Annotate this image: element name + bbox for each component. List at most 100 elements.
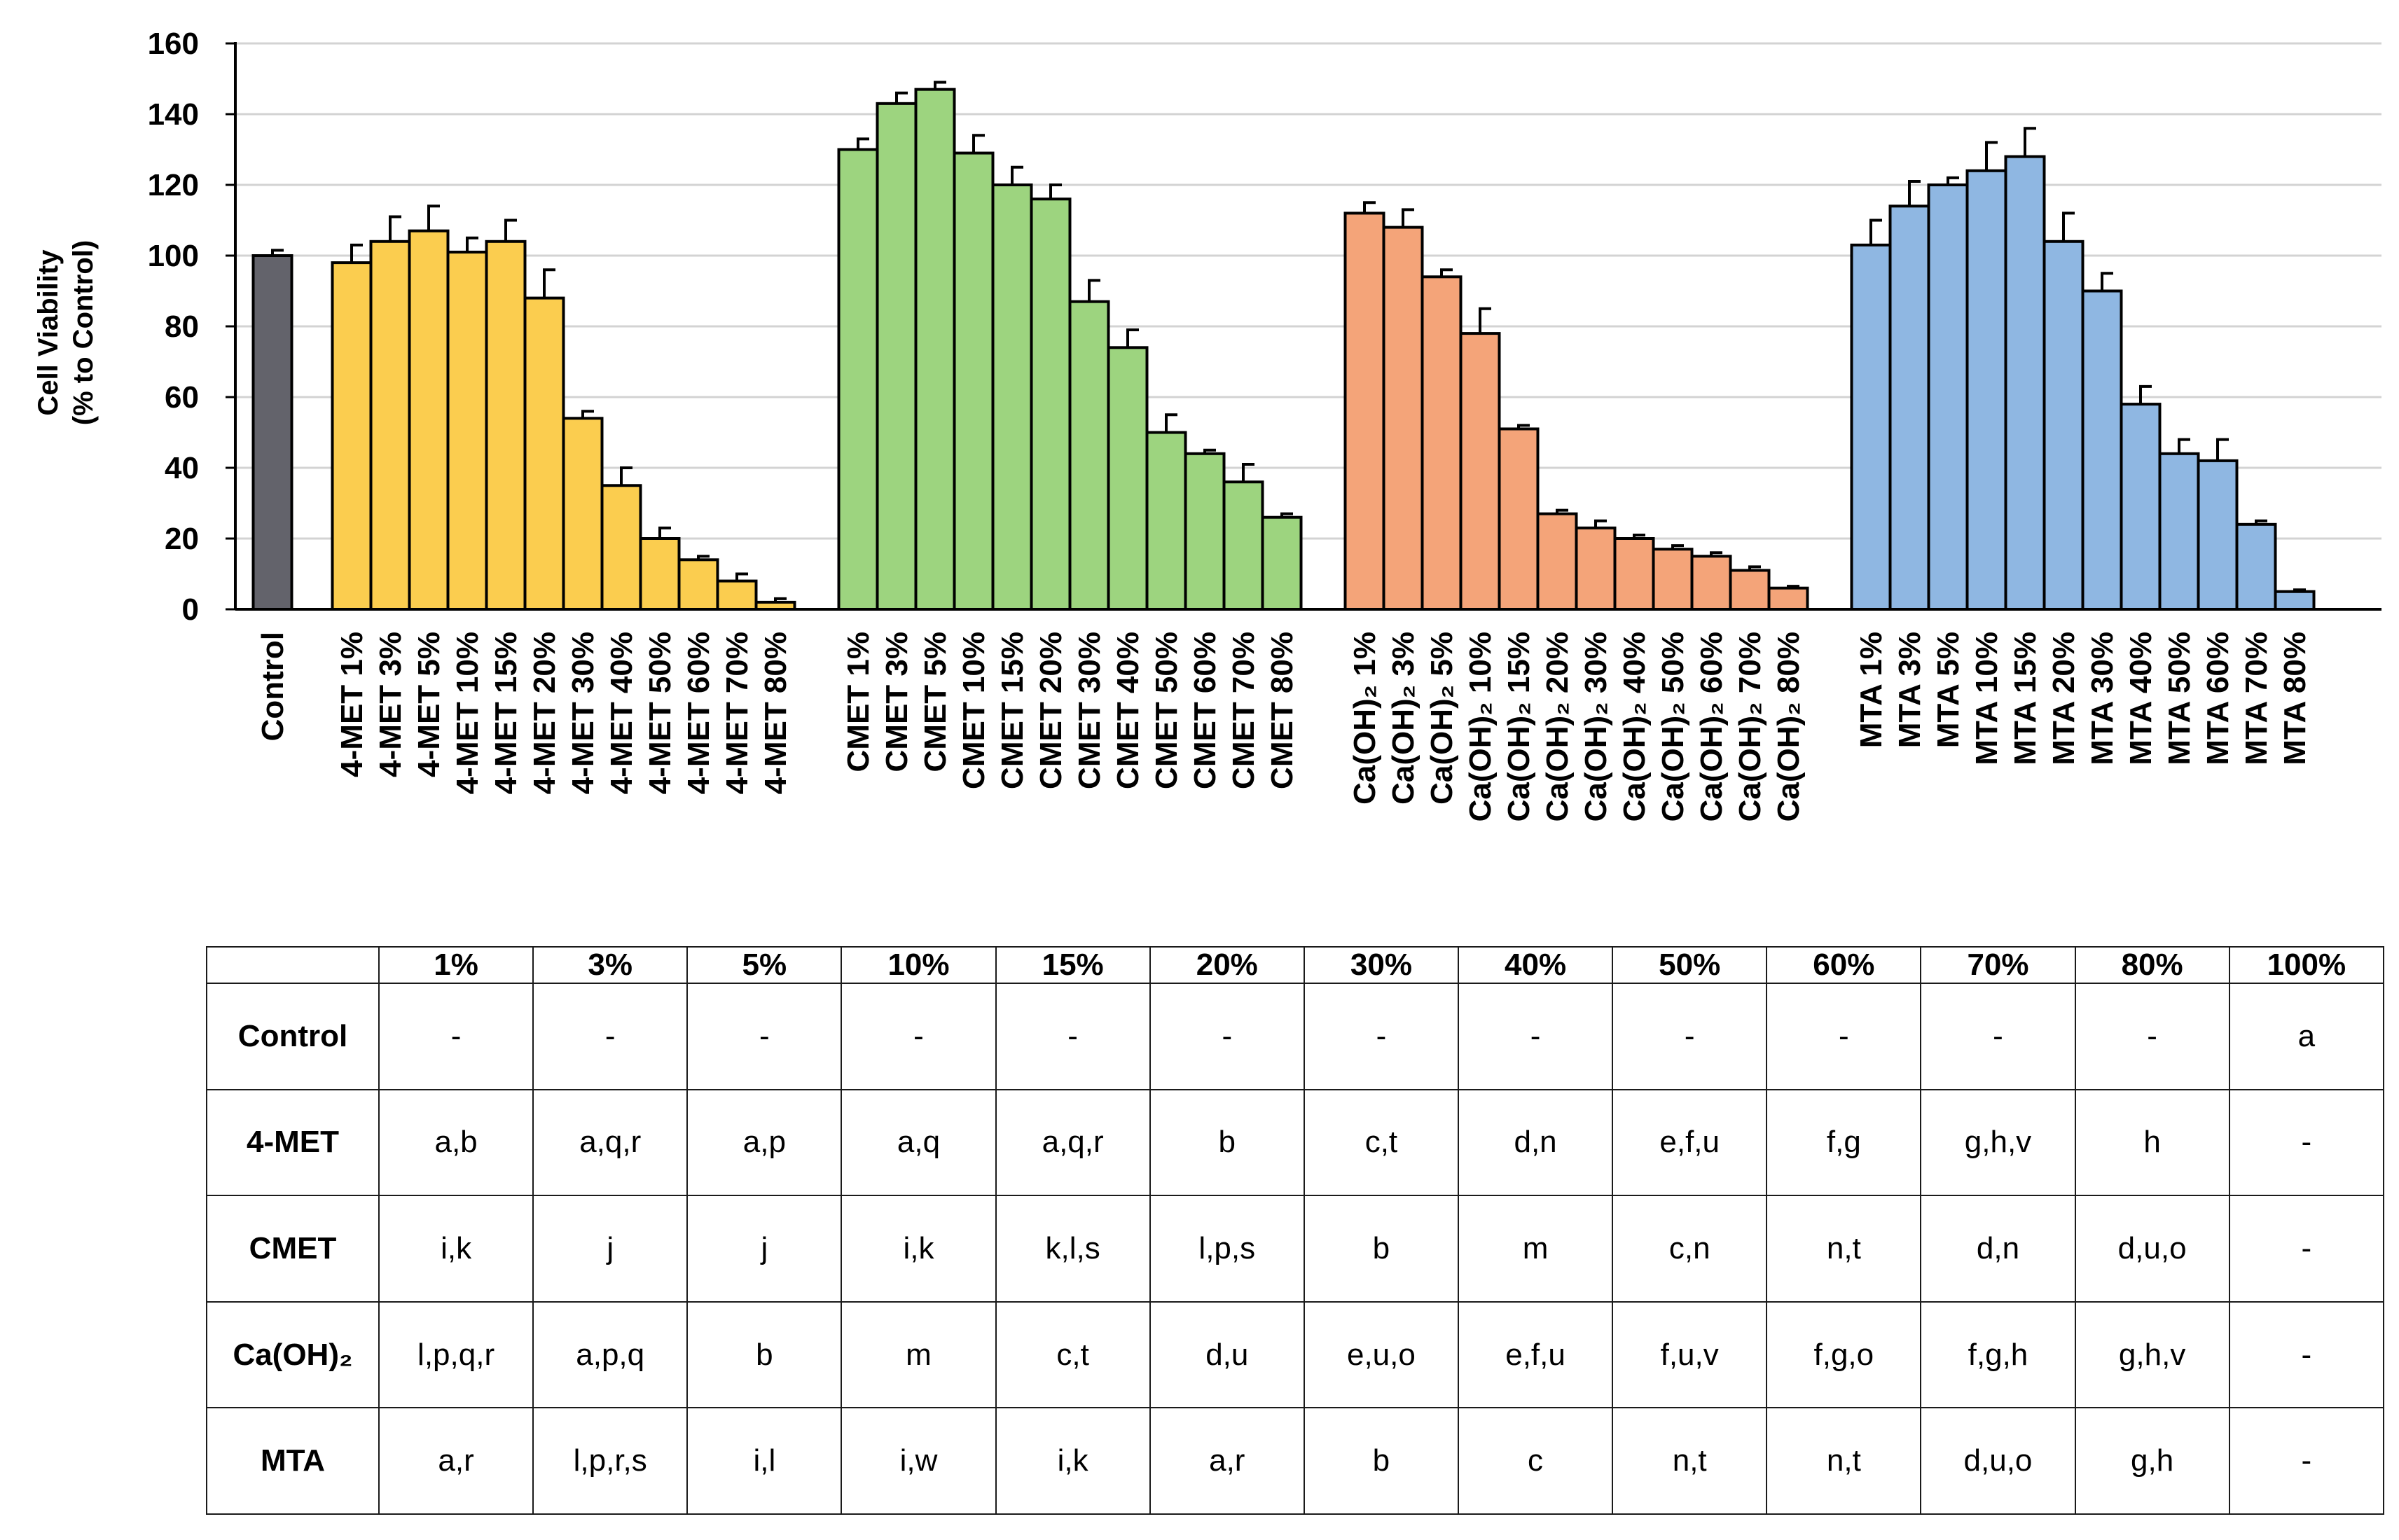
bar-ca-oh-50% (1652, 548, 1694, 611)
x-category-label: MTA 10% (1970, 632, 2004, 765)
bar-mta-5% (1927, 183, 1969, 611)
table-row-label: 4-MET (206, 1088, 380, 1197)
x-category-label: Ca(OH)₂ 3% (1386, 632, 1420, 805)
table-column-header: 70% (1920, 946, 2076, 984)
bar-mta-70% (2235, 522, 2277, 611)
x-category-label: MTA 3% (1893, 632, 1927, 748)
table-cell: - (686, 983, 843, 1090)
x-category-label: CMET 60% (1188, 632, 1222, 789)
x-category-label: MTA 30% (2085, 632, 2120, 765)
bar-cmet-50% (1145, 431, 1187, 611)
x-category-label: Ca(OH)₂ 30% (1579, 632, 1613, 821)
table-column-header: 20% (1149, 946, 1305, 984)
x-category-label: MTA 20% (2047, 632, 2081, 765)
table-row-label: Control (206, 983, 380, 1090)
table-row: Ca(OH)₂ l,p,q,r a,p,q b m c,t d,u e,u,o e,f,u f,u… (206, 1300, 2385, 1409)
x-category-label: MTA 60% (2201, 632, 2235, 765)
table-row-label: MTA (206, 1407, 380, 1515)
x-category-label: CMET 15% (995, 632, 1030, 789)
x-category-label: CMET 20% (1034, 632, 1068, 789)
table-cell: i,w (841, 1407, 997, 1515)
table-column-header: 3% (532, 946, 689, 984)
y-tick-label: 60 (165, 380, 199, 415)
table-cell: - (1457, 983, 1614, 1090)
table-cell: a,q (841, 1088, 997, 1197)
table-cell: - (2228, 1300, 2385, 1409)
table-column-header: 80% (2074, 946, 2230, 984)
table-cell: k,l,s (995, 1195, 1151, 1303)
x-category-label: Ca(OH)₂ 70% (1733, 632, 1767, 821)
table-cell: e,f,u (1457, 1300, 1614, 1409)
bar-mta-20% (2042, 240, 2085, 611)
table-cell: g,h,v (2074, 1300, 2230, 1409)
bar-cmet-1% (837, 148, 879, 611)
bar-4-met-15% (485, 240, 527, 611)
table-column-header: 15% (995, 946, 1151, 984)
table-cell: n,t (1612, 1407, 1768, 1515)
bar-4-met-40% (600, 484, 642, 611)
bar-cmet-5% (914, 88, 956, 611)
table-cell: - (1149, 983, 1305, 1090)
table-cell: f,g,o (1766, 1300, 1922, 1409)
table-cell: l,p,q,r (378, 1300, 534, 1409)
table-cell: b (1303, 1195, 1459, 1303)
table-cell: a,q,r (532, 1088, 689, 1197)
table-cell: - (1612, 983, 1768, 1090)
table-cell: g,h (2074, 1407, 2230, 1515)
table-cell: d,u,o (2074, 1195, 2230, 1303)
table-column-header: 30% (1303, 946, 1459, 984)
table-row-label: CMET (206, 1195, 380, 1303)
table-row: CMET i,k j j i,k k,l,s l,p,s b m c,n n,t d,n d,u,o - (206, 1195, 2385, 1303)
bar-cmet-60% (1184, 452, 1226, 611)
table-corner-cell (206, 946, 380, 984)
bar-ca-oh-3% (1382, 226, 1424, 611)
bar-ca-oh-1% (1343, 211, 1385, 611)
table-cell: i,l (686, 1407, 843, 1515)
bar-ca-oh-80% (1767, 586, 1809, 611)
table-cell: b (686, 1300, 843, 1409)
x-category-label: 4-MET 10% (450, 632, 485, 794)
table-column-header: 10% (841, 946, 997, 984)
x-category-label: Ca(OH)₂ 80% (1771, 632, 1806, 821)
bar-ca-oh-5% (1420, 275, 1463, 611)
table-column-header: 1% (378, 946, 534, 984)
table-cell: a,r (1149, 1407, 1305, 1515)
x-category-label: 4-MET 3% (373, 632, 408, 777)
bar-cmet-10% (953, 151, 995, 611)
x-category-label: 4-MET 50% (643, 632, 677, 794)
table-cell: - (995, 983, 1151, 1090)
table-cell: - (1920, 983, 2076, 1090)
x-category-label: CMET 3% (880, 632, 914, 772)
table-cell: i,k (378, 1195, 534, 1303)
table-cell: n,t (1766, 1407, 1922, 1515)
bar-4-met-30% (562, 417, 604, 611)
table-cell: d,n (1457, 1088, 1614, 1197)
x-category-label: Ca(OH)₂ 50% (1656, 632, 1690, 821)
x-category-label: 4-MET 80% (759, 632, 793, 794)
table-cell: a,p,q (532, 1300, 689, 1409)
table-cell: - (1766, 983, 1922, 1090)
x-category-label: MTA 5% (1931, 632, 1965, 748)
y-tick-label: 20 (165, 522, 199, 556)
x-category-label: MTA 1% (1854, 632, 1888, 748)
table-cell: c,n (1612, 1195, 1768, 1303)
table-cell: - (532, 983, 689, 1090)
bar-ca-oh-10% (1459, 332, 1501, 611)
x-category-label: CMET 10% (957, 632, 991, 789)
x-category-label: CMET 50% (1149, 632, 1184, 789)
x-category-label: 4-MET 5% (412, 632, 446, 777)
x-category-label: Control (256, 632, 290, 741)
bars (251, 81, 2316, 611)
significance-table: 1% 3% 5% 10% 15% 20% 30% 40% 50% 60% 70% 80% 100% Co… (206, 946, 2385, 1515)
x-category-label: Ca(OH)₂ 40% (1617, 632, 1652, 821)
table-cell: m (841, 1300, 997, 1409)
table-cell: - (1303, 983, 1459, 1090)
bar-4-met-5% (408, 229, 450, 611)
table-cell: m (1457, 1195, 1614, 1303)
bar-mta-40% (2120, 403, 2162, 611)
table-cell: c (1457, 1407, 1614, 1515)
table-column-header: 60% (1766, 946, 1922, 984)
bar-control (251, 254, 293, 611)
table-column-header: 100% (2228, 946, 2385, 984)
